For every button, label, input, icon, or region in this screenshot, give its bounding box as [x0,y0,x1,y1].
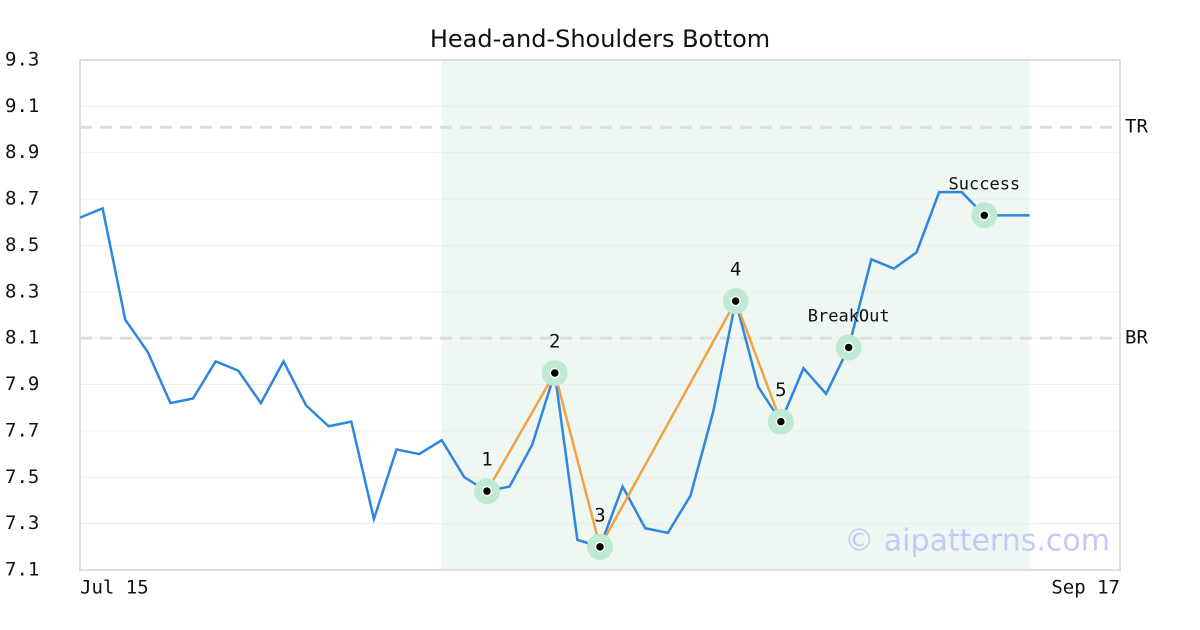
marker-label: 2 [549,330,560,352]
marker-dot [843,342,854,353]
y-tick-label: 8.3 [5,280,39,302]
marker-dot [775,416,787,427]
level-label: BR [1125,327,1148,349]
marker-dot [549,367,561,379]
y-tick-label: 9.1 [5,95,39,117]
y-tick-label: 7.1 [5,559,39,581]
y-tick-label: 7.5 [5,466,39,488]
y-tick-label: 8.5 [5,234,39,256]
plot-frame [79,59,1121,571]
chart-title: Head-and-Shoulders Bottom [430,25,770,53]
marker-label: 3 [594,504,605,526]
marker-label: 1 [481,449,492,471]
y-tick-label: 7.3 [5,512,39,534]
y-tick-label: 7.7 [5,419,39,441]
y-tick-label: 7.9 [5,373,39,395]
marker-label: 4 [730,259,741,281]
level-label: TR [1125,116,1148,138]
marker-dot [594,541,606,553]
watermark: © aipatterns.com [844,524,1110,559]
marker-dot [481,485,493,497]
y-tick-label: 8.1 [5,327,39,349]
y-tick-label: 8.9 [5,141,39,163]
pattern-region [441,60,1030,570]
marker-dot [979,210,990,221]
marker-label: Success [949,174,1021,194]
x-tick-label: Jul 15 [80,577,149,599]
marker-label: 5 [775,379,786,401]
marker-label: BreakOut [808,306,890,326]
y-tick-label: 8.7 [5,188,39,210]
y-tick-label: 9.3 [5,49,39,71]
marker-dot [730,295,741,307]
x-tick-label: Sep 17 [1051,577,1120,599]
